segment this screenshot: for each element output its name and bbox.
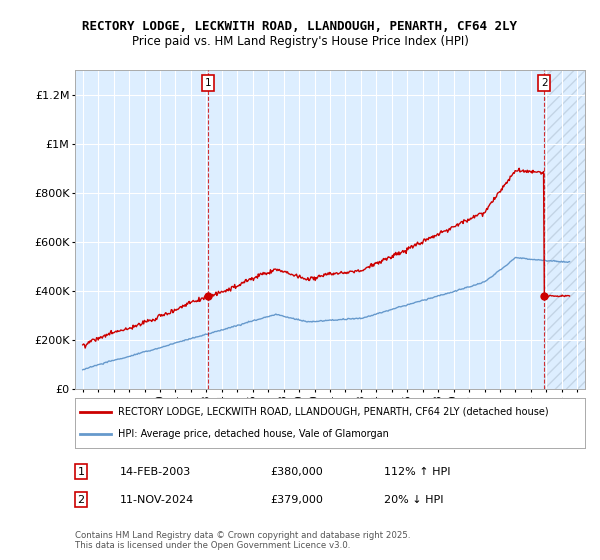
Text: 11-NOV-2024: 11-NOV-2024 (120, 494, 194, 505)
Text: 1: 1 (77, 466, 85, 477)
Text: Price paid vs. HM Land Registry's House Price Index (HPI): Price paid vs. HM Land Registry's House … (131, 35, 469, 48)
Text: 2: 2 (77, 494, 85, 505)
Text: 2: 2 (541, 78, 548, 88)
Text: 112% ↑ HPI: 112% ↑ HPI (384, 466, 451, 477)
Bar (544, 70, 585, 389)
Text: £380,000: £380,000 (270, 466, 323, 477)
Text: Contains HM Land Registry data © Crown copyright and database right 2025.
This d: Contains HM Land Registry data © Crown c… (75, 531, 410, 550)
Text: 1: 1 (205, 78, 211, 88)
Text: 14-FEB-2003: 14-FEB-2003 (120, 466, 191, 477)
Text: RECTORY LODGE, LECKWITH ROAD, LLANDOUGH, PENARTH, CF64 2LY: RECTORY LODGE, LECKWITH ROAD, LLANDOUGH,… (83, 20, 517, 32)
Text: RECTORY LODGE, LECKWITH ROAD, LLANDOUGH, PENARTH, CF64 2LY (detached house): RECTORY LODGE, LECKWITH ROAD, LLANDOUGH,… (118, 407, 549, 417)
Text: HPI: Average price, detached house, Vale of Glamorgan: HPI: Average price, detached house, Vale… (118, 429, 389, 439)
Text: 20% ↓ HPI: 20% ↓ HPI (384, 494, 443, 505)
Text: £379,000: £379,000 (270, 494, 323, 505)
